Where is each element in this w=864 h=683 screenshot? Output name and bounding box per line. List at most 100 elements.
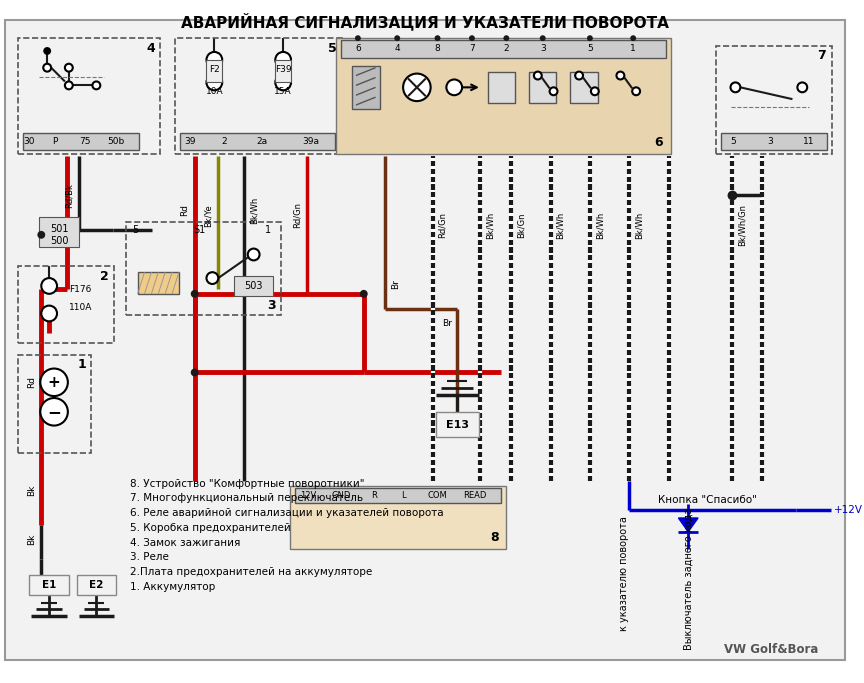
Circle shape [540,36,546,41]
Text: 110A: 110A [69,303,92,312]
Text: 8: 8 [490,531,499,544]
Bar [234,276,273,296]
Circle shape [37,231,45,239]
Text: 6. Реле аварийной сигнализации и указателей поворота: 6. Реле аварийной сигнализации и указате… [130,508,443,518]
Text: 7: 7 [817,49,826,62]
Text: 12V: 12V [300,491,316,500]
Text: 50b: 50b [107,137,124,146]
Text: Bk/Wh/Gn: Bk/Wh/Gn [738,204,746,246]
Text: Bk: Bk [27,534,36,545]
Text: 39a: 39a [302,137,319,146]
Text: 2.Плата предохранителей на аккумуляторе: 2.Плата предохранителей на аккумуляторе [130,567,372,577]
Circle shape [92,81,100,89]
Text: R: R [371,491,377,500]
Text: 11: 11 [804,137,815,146]
Circle shape [394,36,400,41]
Text: Кнопка "Спасибо": Кнопка "Спасибо" [658,495,758,505]
Bar [276,60,291,83]
Circle shape [206,273,219,284]
Text: Выключатель заднего хода: Выключатель заднего хода [683,508,693,650]
Text: 5: 5 [328,42,337,55]
Circle shape [587,36,593,41]
Bar [341,40,665,58]
Text: 75: 75 [79,137,91,146]
Circle shape [41,369,68,396]
Text: 2: 2 [100,270,109,283]
Text: Rd: Rd [181,204,189,217]
Text: 4: 4 [146,42,155,55]
Circle shape [65,64,73,72]
Text: 2a: 2a [256,137,267,146]
Bar [435,412,479,437]
Text: 8. Устройство "Комфортные поворотники": 8. Устройство "Комфортные поворотники" [130,479,365,488]
Text: Bk: Bk [27,485,36,496]
Circle shape [43,47,51,55]
Bar [180,133,335,150]
Text: 5. Коробка предохранителей: 5. Коробка предохранителей [130,522,290,533]
Circle shape [41,278,57,294]
Text: Bk/Ye: Bk/Ye [204,204,213,227]
Text: F2: F2 [209,65,219,74]
Text: 1: 1 [631,44,636,53]
Text: 5: 5 [587,44,593,53]
Circle shape [191,369,199,376]
Text: E2: E2 [89,580,104,590]
Text: Rd: Rd [27,376,36,389]
Text: −: − [48,403,61,421]
Text: 3: 3 [767,137,772,146]
Text: P: P [53,137,58,146]
Text: 3: 3 [267,299,276,312]
Text: COM: COM [428,491,448,500]
Text: 4: 4 [394,44,400,53]
Circle shape [469,36,475,41]
Circle shape [616,72,625,79]
Circle shape [435,36,441,41]
Bar [40,217,79,247]
Text: F39: F39 [275,65,291,74]
Text: 501: 501 [50,224,68,234]
Text: Rd/Gn: Rd/Gn [292,202,302,228]
Bar [336,38,670,154]
Text: Rd/Bk: Rd/Bk [64,183,73,208]
Text: 1: 1 [77,358,86,371]
Circle shape [206,74,222,90]
Text: E1: E1 [42,580,56,590]
Circle shape [534,72,542,79]
Text: 30: 30 [23,137,35,146]
Circle shape [403,74,430,101]
Text: Bk/Wh: Bk/Wh [249,197,258,224]
Circle shape [276,74,291,90]
Circle shape [43,64,51,72]
Circle shape [65,81,73,89]
Text: АВАРИЙНАЯ СИГНАЛИЗАЦИЯ И УКАЗАТЕЛИ ПОВОРОТА: АВАРИЙНАЯ СИГНАЛИЗАЦИЯ И УКАЗАТЕЛИ ПОВОР… [181,12,669,30]
Text: 39: 39 [184,137,195,146]
Bar [295,488,501,503]
Text: L: L [401,491,405,500]
Bar [290,486,506,549]
Text: S1: S1 [194,225,206,235]
Text: 2: 2 [504,44,509,53]
Bar [529,72,556,103]
Text: 6: 6 [654,136,663,149]
Text: GND: GND [332,491,351,500]
Circle shape [727,191,737,200]
Text: 3: 3 [540,44,545,53]
Circle shape [504,36,509,41]
Text: 500: 500 [50,236,68,246]
Text: к указателю поворота: к указателю поворота [619,516,629,632]
Text: 1: 1 [265,225,271,235]
Text: 7. Многофункциональный переключатель: 7. Многофункциональный переключатель [130,493,363,503]
Text: 5: 5 [731,137,736,146]
Text: 503: 503 [245,281,263,291]
Text: Bk/Wh: Bk/Wh [556,211,565,238]
Circle shape [550,87,557,95]
Circle shape [359,290,368,298]
Text: +: + [48,375,60,390]
Circle shape [41,305,57,321]
Text: Bk/Wh: Bk/Wh [485,211,494,238]
Text: Bk/Wh: Bk/Wh [595,211,604,238]
Circle shape [248,249,259,260]
Bar [570,72,598,103]
Text: 2: 2 [221,137,227,146]
Text: 4. Замок зажигания: 4. Замок зажигания [130,538,240,548]
